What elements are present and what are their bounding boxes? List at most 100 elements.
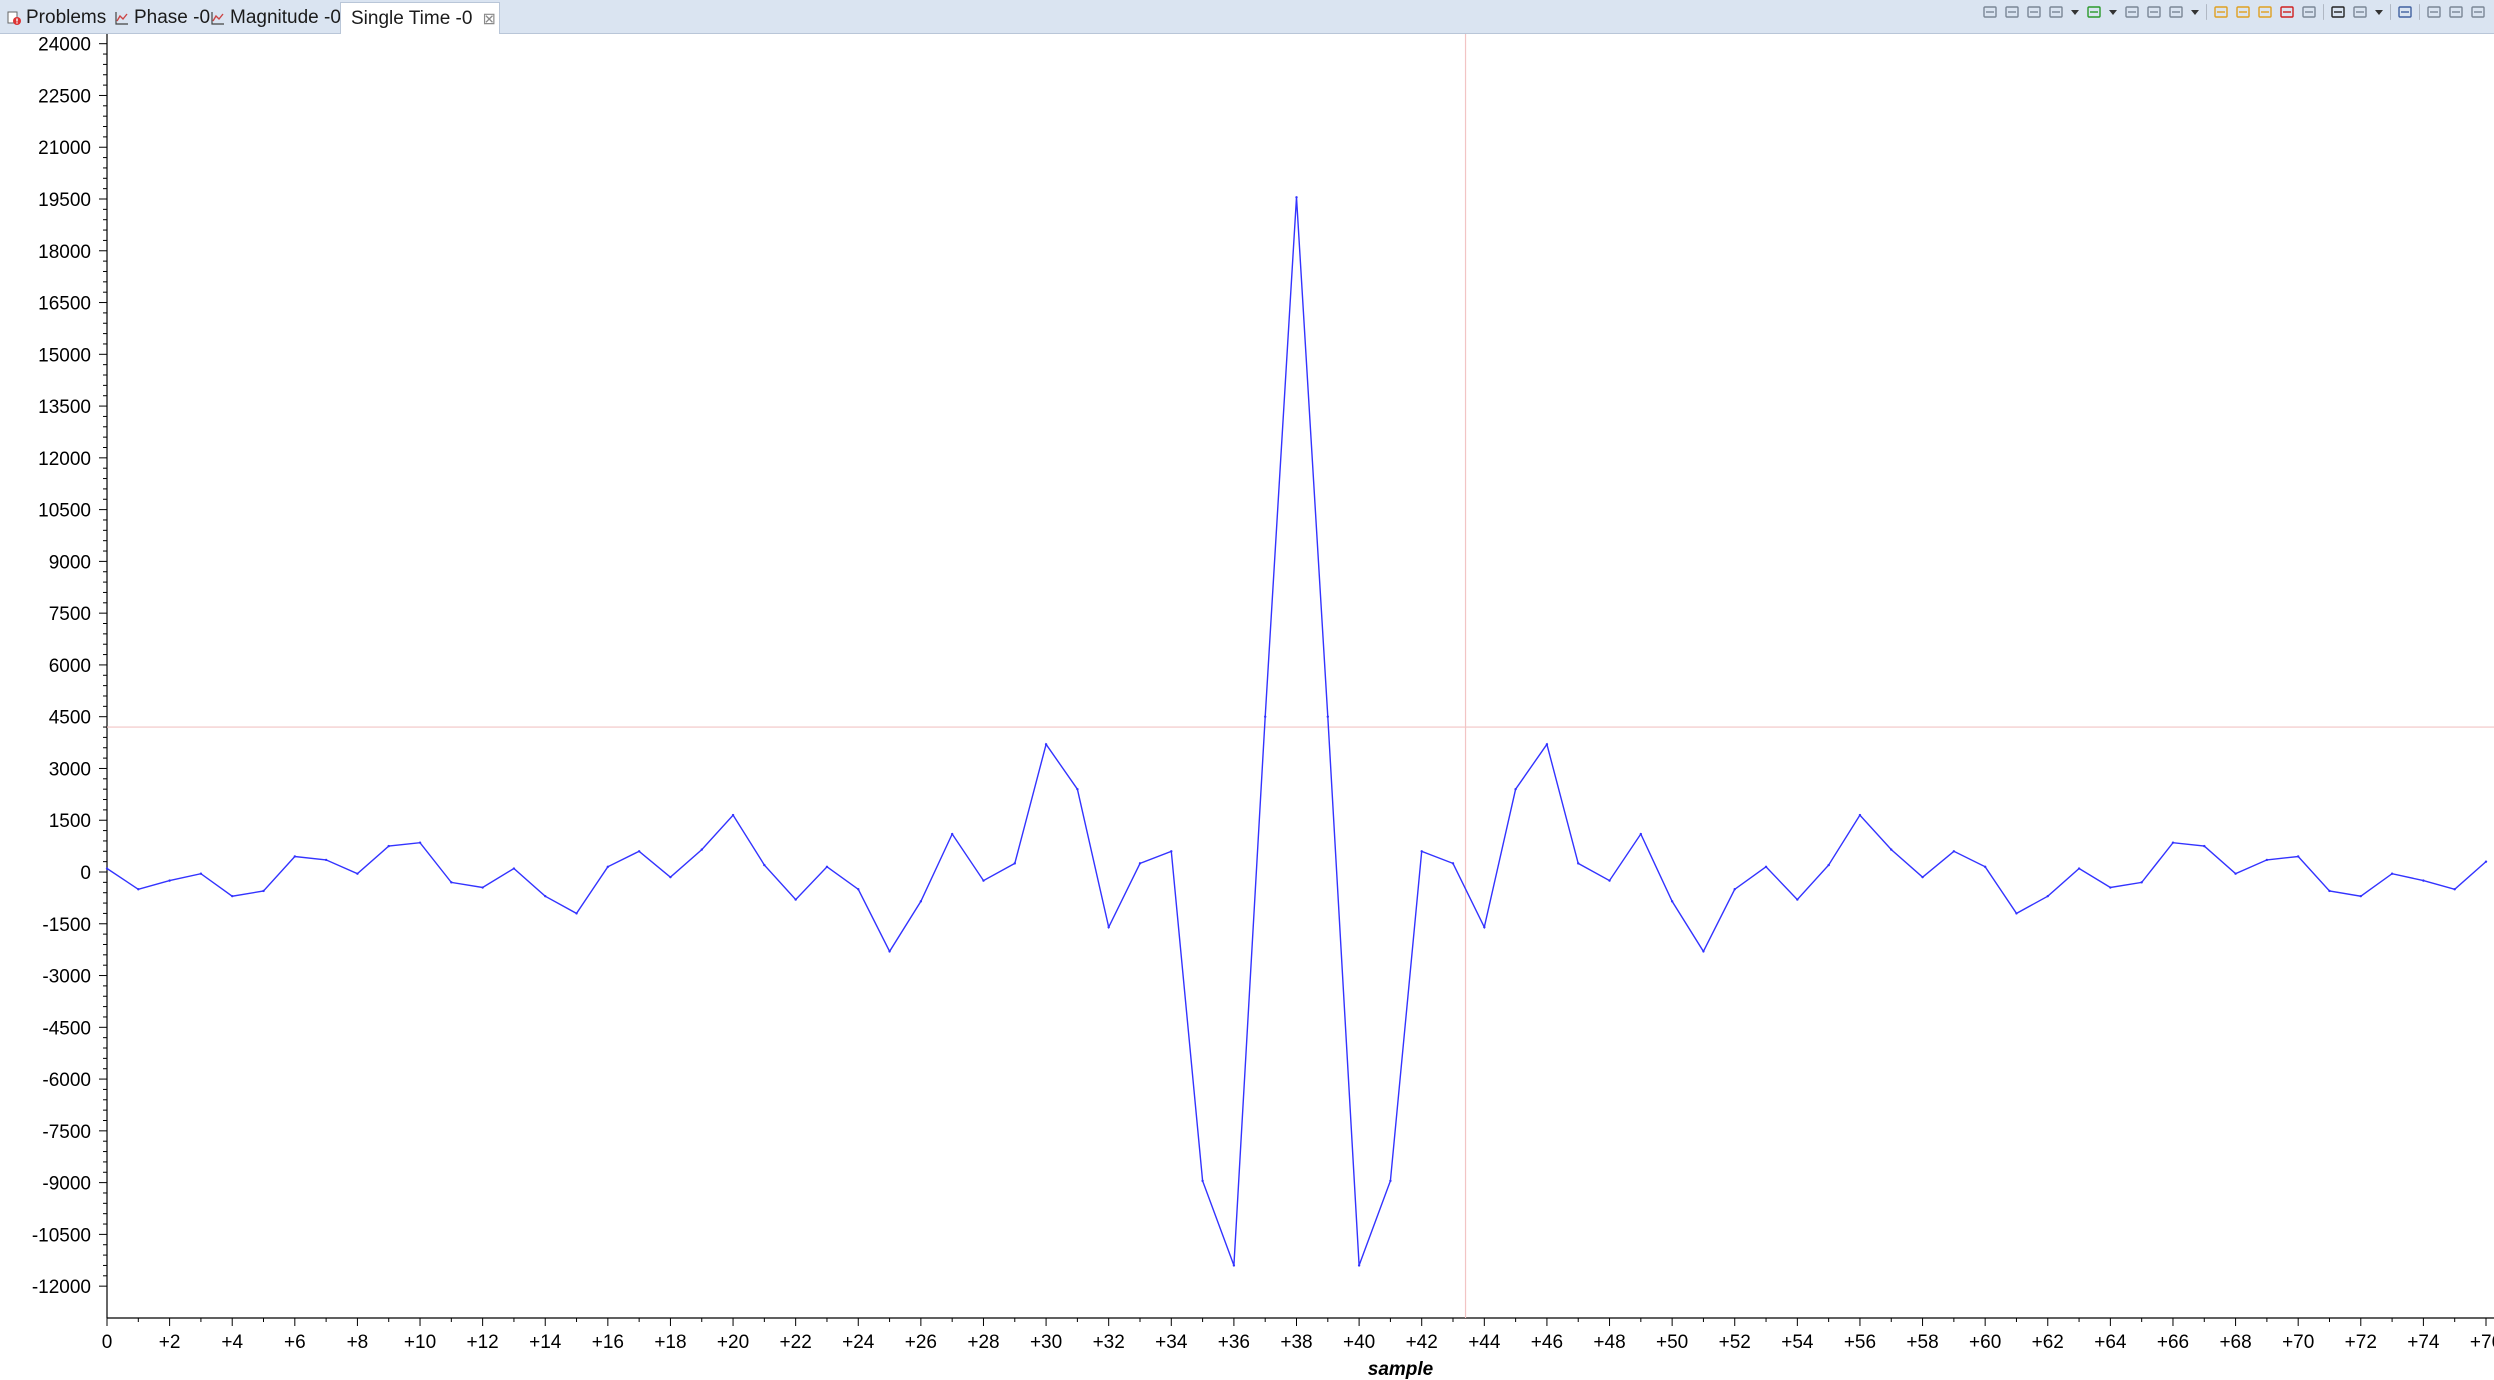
tab-single-time-0[interactable]: Single Time -0 ⊠ xyxy=(340,2,500,34)
data-point xyxy=(1107,926,1110,929)
refresh-continuous-icon[interactable] xyxy=(2257,4,2273,20)
y-tick-label: 16500 xyxy=(38,294,91,315)
close-icon[interactable]: ⊠ xyxy=(482,10,496,28)
y-tick-label: 4500 xyxy=(49,708,91,729)
data-point xyxy=(982,879,985,882)
x-tick-label: +32 xyxy=(1093,1332,1125,1353)
data-point xyxy=(1326,715,1330,718)
zoom-fit-icon[interactable] xyxy=(2168,4,2184,20)
tab-magnitude-0[interactable]: Magnitude -0 xyxy=(204,2,341,34)
dropdown-icon[interactable] xyxy=(2374,4,2384,20)
y-tick-label: 0 xyxy=(80,863,91,884)
data-point xyxy=(2171,841,2175,844)
x-tick-label: +72 xyxy=(2345,1332,2377,1353)
minimize-icon[interactable] xyxy=(2448,4,2464,20)
x-tick-label: +60 xyxy=(1969,1332,2001,1353)
refresh-icon[interactable] xyxy=(2213,4,2229,20)
x-tick-label: +34 xyxy=(1155,1332,1188,1353)
x-tick-label: +74 xyxy=(2407,1332,2440,1353)
y-tick-label: 6000 xyxy=(49,656,91,677)
step-icon[interactable] xyxy=(2048,4,2064,20)
data-point xyxy=(293,855,297,858)
data-point xyxy=(2390,872,2394,875)
menu-icon[interactable] xyxy=(2426,4,2442,20)
data-point xyxy=(1639,832,1643,836)
data-point xyxy=(2328,889,2331,893)
data-point xyxy=(669,875,672,879)
split-icon[interactable] xyxy=(2004,4,2020,20)
x-tick-label: +68 xyxy=(2219,1332,2251,1353)
x-tick-label: +46 xyxy=(1531,1332,1563,1353)
toolbar-separator xyxy=(2206,4,2207,20)
options-icon[interactable] xyxy=(2352,4,2368,20)
x-tick-label: +16 xyxy=(592,1332,624,1353)
x-tick-label: +20 xyxy=(717,1332,749,1353)
tab-problems[interactable]: Problems xyxy=(0,2,106,34)
y-tick-label: 18000 xyxy=(38,242,91,263)
data-point xyxy=(168,879,171,882)
y-tick-label: -3000 xyxy=(42,967,91,988)
data-point xyxy=(606,865,610,869)
chart-area: -12000 -10500 -9000 -7500 -6000 -4500 -3000 -15… xyxy=(0,34,2494,1380)
data-point xyxy=(1138,862,1142,865)
data-point xyxy=(2140,881,2143,884)
chart-icon xyxy=(211,12,224,25)
tab-label: Problems xyxy=(26,7,107,28)
dropdown-icon[interactable] xyxy=(2190,4,2200,20)
zoom-out-icon[interactable] xyxy=(2146,4,2162,20)
data-point xyxy=(1013,862,1016,865)
x-tick-label: +62 xyxy=(2032,1332,2064,1353)
data-point xyxy=(1420,850,1423,853)
x-tick-label: +70 xyxy=(2282,1332,2314,1353)
dropdown-icon[interactable] xyxy=(2070,4,2080,20)
list-icon[interactable] xyxy=(2026,4,2042,20)
data-point xyxy=(637,850,641,853)
stop-icon[interactable] xyxy=(2279,4,2295,20)
y-tick-label: 13500 xyxy=(38,397,91,418)
data-point xyxy=(1577,862,1580,865)
data-point xyxy=(794,898,797,901)
y-tick-label: 21000 xyxy=(38,138,91,159)
tab-phase-0[interactable]: Phase -0 xyxy=(108,2,210,34)
x-tick-label: +44 xyxy=(1468,1332,1501,1353)
zoom-in-icon[interactable] xyxy=(2124,4,2140,20)
data-point xyxy=(1483,926,1486,929)
data-point xyxy=(1514,787,1517,791)
data-point xyxy=(481,886,484,889)
data-point xyxy=(888,950,891,953)
x-tick-label: +64 xyxy=(2094,1332,2127,1353)
y-tick-label: -10500 xyxy=(32,1225,91,1246)
data-point xyxy=(575,912,578,915)
pin-icon[interactable] xyxy=(2330,4,2346,20)
y-tick-label: -1500 xyxy=(42,915,91,936)
data-point xyxy=(1076,787,1079,791)
align-icon[interactable] xyxy=(1982,4,1998,20)
dropdown-icon[interactable] xyxy=(2108,4,2118,20)
data-point xyxy=(1796,898,1799,901)
x-tick-label: +58 xyxy=(1906,1332,1938,1353)
view-toolbar xyxy=(1982,0,2486,24)
series-line xyxy=(106,197,2487,1266)
add-icon[interactable] xyxy=(2086,4,2102,20)
x-tick-label: +42 xyxy=(1406,1332,1438,1353)
maximize-icon[interactable] xyxy=(2470,4,2486,20)
x-tick-label: +38 xyxy=(1280,1332,1312,1353)
export-icon[interactable] xyxy=(2301,4,2317,20)
data-point xyxy=(137,888,140,891)
refresh-all-icon[interactable] xyxy=(2235,4,2251,20)
data-point xyxy=(2203,844,2206,848)
data-point xyxy=(1170,850,1173,853)
data-point xyxy=(1733,888,1736,891)
save-icon[interactable] xyxy=(2397,4,2413,20)
data-point xyxy=(1232,1264,1236,1267)
x-tick-label: +28 xyxy=(967,1332,999,1353)
data-point xyxy=(950,832,954,836)
data-point xyxy=(387,844,390,848)
data-point xyxy=(324,858,328,862)
chart-icon xyxy=(115,12,128,25)
single-time-chart[interactable]: -12000 -10500 -9000 -7500 -6000 -4500 -3000 -15… xyxy=(0,34,2494,1380)
y-tick-label: 19500 xyxy=(38,190,91,211)
data-point xyxy=(1044,743,1048,746)
data-point xyxy=(262,889,265,893)
data-point xyxy=(1827,863,1830,867)
